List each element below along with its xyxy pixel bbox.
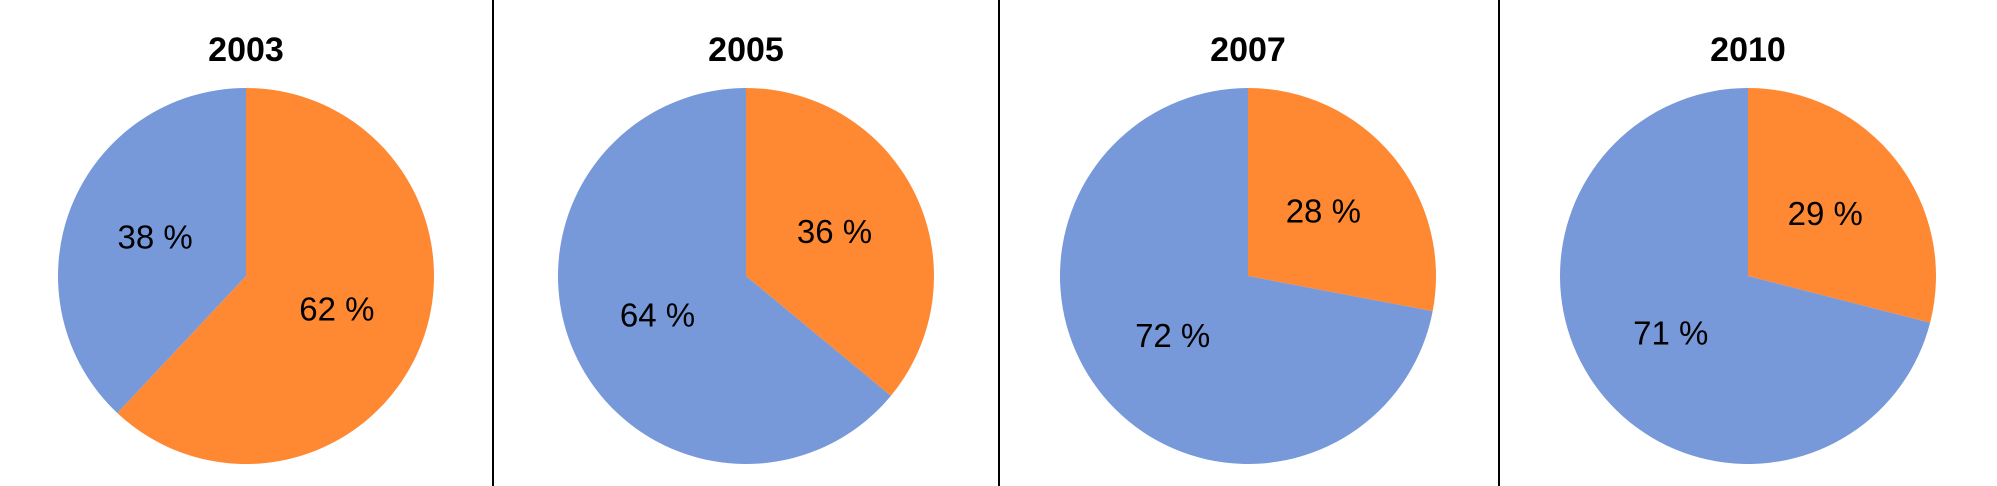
slice-label: 62 %	[299, 291, 374, 328]
pie-slice	[1559, 88, 1931, 464]
pie-chart-2010: 2010 29 % 71 %	[1559, 31, 1936, 464]
pie-chart-2005: 2005 36 % 64 %	[558, 31, 934, 464]
pie-chart-2007: 2007 28 % 72 %	[1059, 31, 1436, 465]
pie-slice	[1748, 88, 1936, 323]
slice-label: 38 %	[117, 219, 192, 256]
pie-slice	[746, 88, 934, 396]
slice-label: 28 %	[1286, 192, 1361, 229]
pie-slice	[558, 88, 891, 464]
chart-title: 2005	[708, 31, 784, 69]
slice-label: 72 %	[1135, 317, 1210, 354]
chart-title: 2003	[208, 31, 284, 69]
slice-label: 64 %	[620, 296, 695, 333]
pie-slice	[117, 88, 434, 465]
slice-label: 71 %	[1633, 315, 1708, 352]
slice-label: 36 %	[797, 213, 872, 250]
slice-label: 29 %	[1788, 195, 1863, 232]
pie-slice	[1248, 88, 1436, 312]
chart-title: 2007	[1210, 31, 1286, 69]
pie-chart-2003: 2003 62 % 38 %	[58, 31, 434, 465]
pie-slice	[1059, 88, 1433, 465]
chart-title: 2010	[1710, 31, 1786, 69]
pie-slice	[58, 87, 247, 414]
